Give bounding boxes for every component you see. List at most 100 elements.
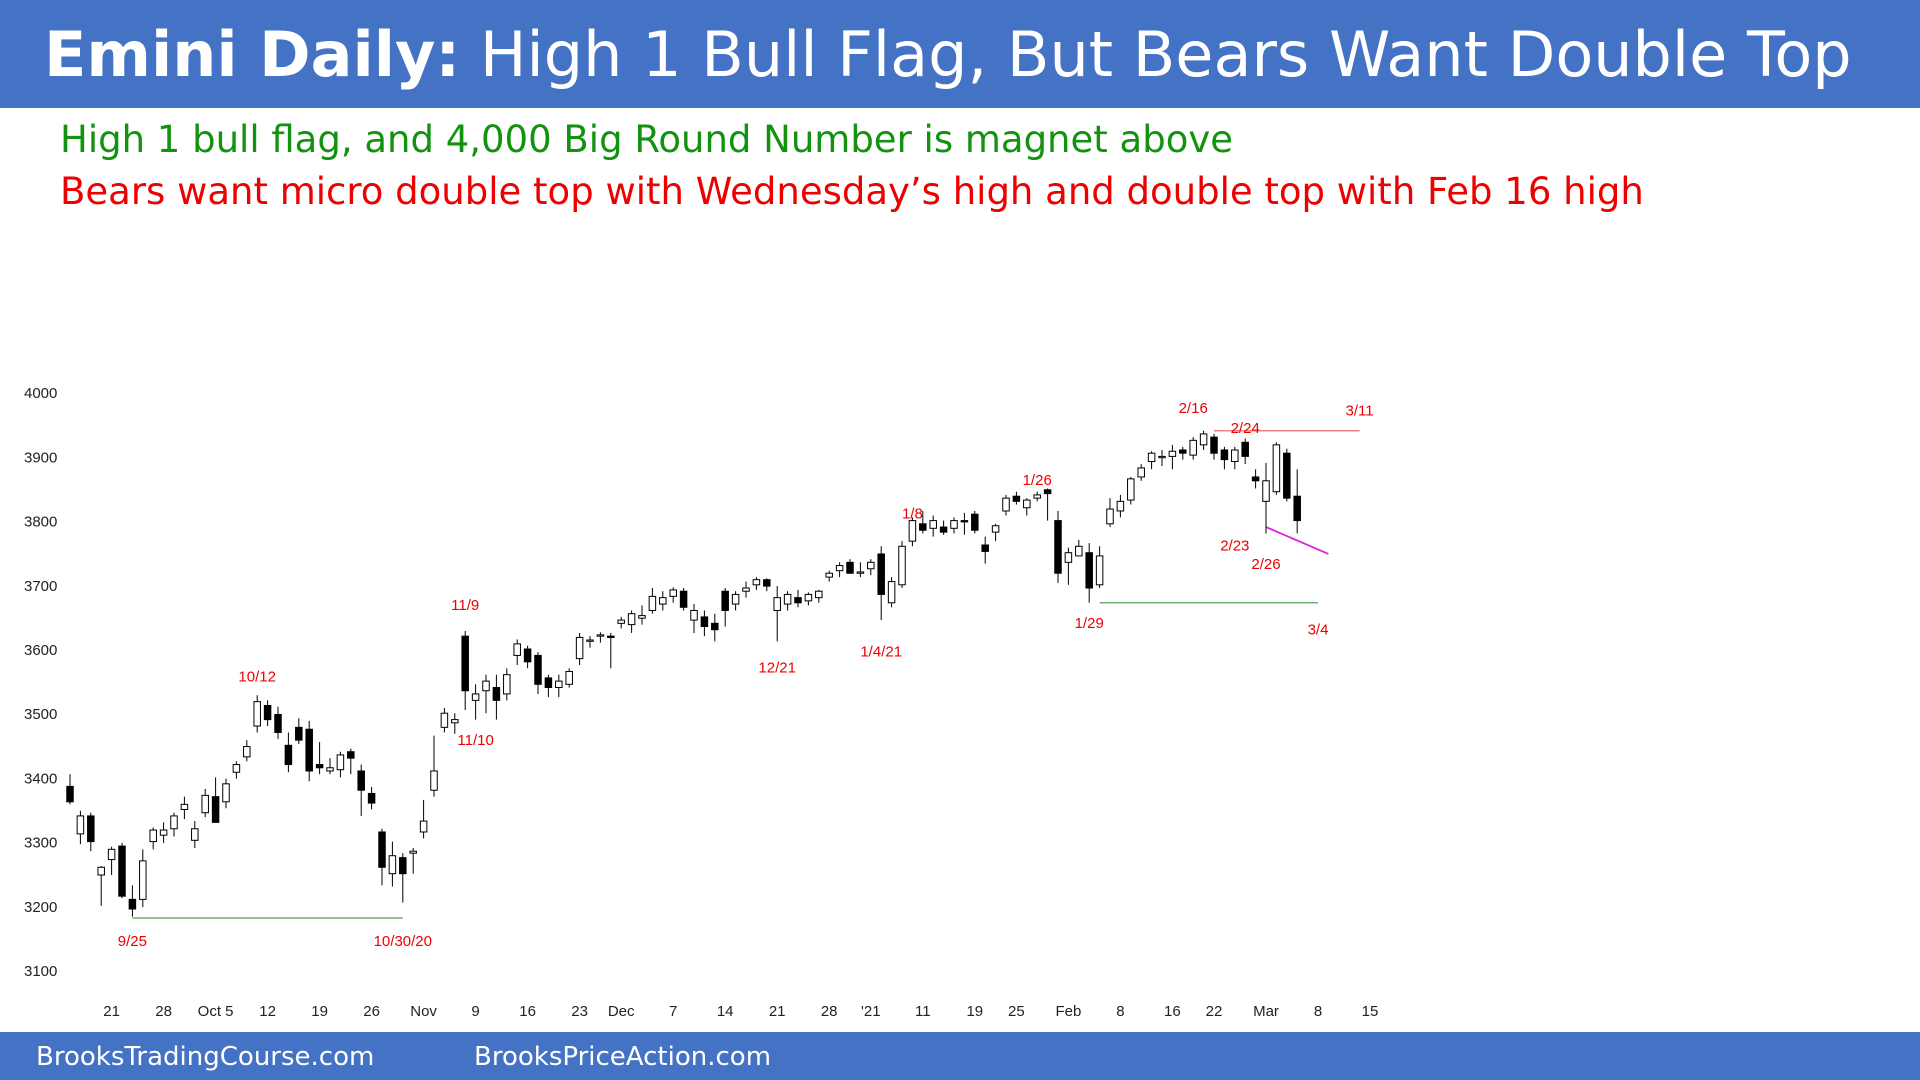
- candle: [253, 695, 261, 733]
- candle: [232, 761, 241, 779]
- bull-candle-body: [326, 767, 334, 772]
- candle: [648, 588, 657, 614]
- candle: [492, 674, 501, 720]
- candle: [295, 718, 303, 745]
- bear-candle-body: [1043, 489, 1052, 495]
- date-annotation: 3/4: [1308, 621, 1329, 638]
- candle: [846, 559, 854, 574]
- bull-candle-body: [804, 593, 813, 602]
- x-tick-label: Feb: [1055, 1003, 1081, 1020]
- bear-candle-body: [274, 713, 282, 733]
- candle: [159, 822, 168, 843]
- date-annotation: 2/26: [1251, 556, 1280, 573]
- candle: [544, 674, 553, 698]
- bear-candle-body: [118, 845, 126, 897]
- bull-candle-body: [409, 850, 417, 854]
- candle: [315, 742, 324, 775]
- candle: [378, 828, 386, 886]
- date-annotation: 11/10: [457, 732, 493, 749]
- bull-candle-body: [76, 815, 85, 835]
- bear-candle-body: [87, 815, 95, 843]
- bull-candle-body: [1064, 552, 1073, 563]
- bull-candle-body: [887, 581, 896, 604]
- bull-candle-body: [1189, 439, 1197, 456]
- y-tick-label: 3700: [24, 578, 57, 595]
- candles: [66, 430, 1301, 917]
- candle: [700, 610, 709, 637]
- bear-candle-body: [263, 704, 272, 721]
- bull-candle-body: [575, 636, 584, 660]
- bear-candle-body: [1012, 495, 1021, 502]
- bear-candle-body: [295, 726, 303, 741]
- candle: [825, 570, 833, 582]
- bull-candle-body: [783, 593, 792, 605]
- candle: [1158, 449, 1166, 467]
- bear-candle-body: [305, 728, 313, 772]
- bull-candle-body: [929, 520, 937, 529]
- candle: [659, 591, 667, 611]
- x-tick-label: 26: [363, 1003, 380, 1020]
- candle: [804, 592, 813, 606]
- bear-candle-body: [960, 520, 969, 523]
- candle: [451, 713, 459, 734]
- bear-candle-body: [357, 770, 365, 791]
- candle: [128, 885, 137, 917]
- candle: [1199, 430, 1208, 450]
- candle: [440, 708, 449, 733]
- candle: [721, 588, 729, 627]
- candle: [1085, 543, 1093, 603]
- candle: [211, 777, 220, 823]
- page-title: Emini Daily: High 1 Bull Flag, But Bears…: [44, 18, 1852, 91]
- bull-candle-body: [1106, 508, 1114, 525]
- date-annotation: 11/9: [451, 597, 479, 614]
- date-annotation: 2/23: [1220, 537, 1249, 554]
- bull-candle-body: [773, 597, 781, 611]
- candle: [97, 865, 105, 906]
- candle: [1293, 469, 1301, 534]
- footer-site-2[interactable]: BrooksPriceAction.com: [474, 1042, 772, 1072]
- reference-lines: [132, 429, 1360, 919]
- y-tick-label: 3200: [24, 899, 57, 916]
- footer-site-1[interactable]: BrooksTradingCourse.com: [36, 1042, 375, 1072]
- candle: [742, 581, 750, 598]
- candle: [763, 578, 771, 592]
- candle: [76, 810, 85, 845]
- bull-candle-body: [950, 520, 958, 529]
- candle: [534, 652, 542, 694]
- x-tick-label: 22: [1206, 1003, 1223, 1020]
- candle: [638, 605, 646, 625]
- bull-candle-body: [690, 609, 698, 621]
- bull-candle-body: [1033, 494, 1041, 499]
- candle: [1043, 488, 1052, 521]
- bull-subtitle: High 1 bull flag, and 4,000 Big Round Nu…: [60, 118, 1233, 161]
- bull-candle-body: [627, 613, 636, 626]
- bull-candle-body: [201, 794, 209, 814]
- candle: [1272, 442, 1281, 495]
- bull-candle-body: [180, 803, 189, 811]
- bear-candle-body: [378, 831, 386, 868]
- candle: [835, 562, 844, 578]
- candle: [919, 510, 927, 534]
- x-tick-label: Oct 5: [198, 1003, 234, 1020]
- date-annotation: 3/11: [1346, 403, 1374, 420]
- bear-candle-body: [128, 898, 137, 910]
- bull-candle-body: [1127, 478, 1135, 501]
- y-tick-label: 3500: [24, 706, 57, 723]
- bull-candle-body: [1095, 555, 1104, 586]
- candle: [731, 591, 740, 611]
- candle: [139, 849, 147, 908]
- candle: [284, 732, 293, 773]
- candle: [690, 604, 698, 633]
- candle: [929, 515, 937, 537]
- bull-candle-body: [159, 829, 168, 836]
- bull-candle-body: [659, 597, 667, 605]
- bull-candle-body: [243, 746, 251, 758]
- candle: [399, 853, 407, 903]
- x-tick-label: '21: [861, 1003, 881, 1020]
- candle: [336, 751, 345, 778]
- y-tick-label: 3400: [24, 770, 57, 787]
- candle: [1147, 451, 1156, 470]
- bull-candle-body: [648, 595, 657, 611]
- date-annotation: 1/8: [902, 505, 923, 522]
- x-tick-label: 25: [1008, 1003, 1025, 1020]
